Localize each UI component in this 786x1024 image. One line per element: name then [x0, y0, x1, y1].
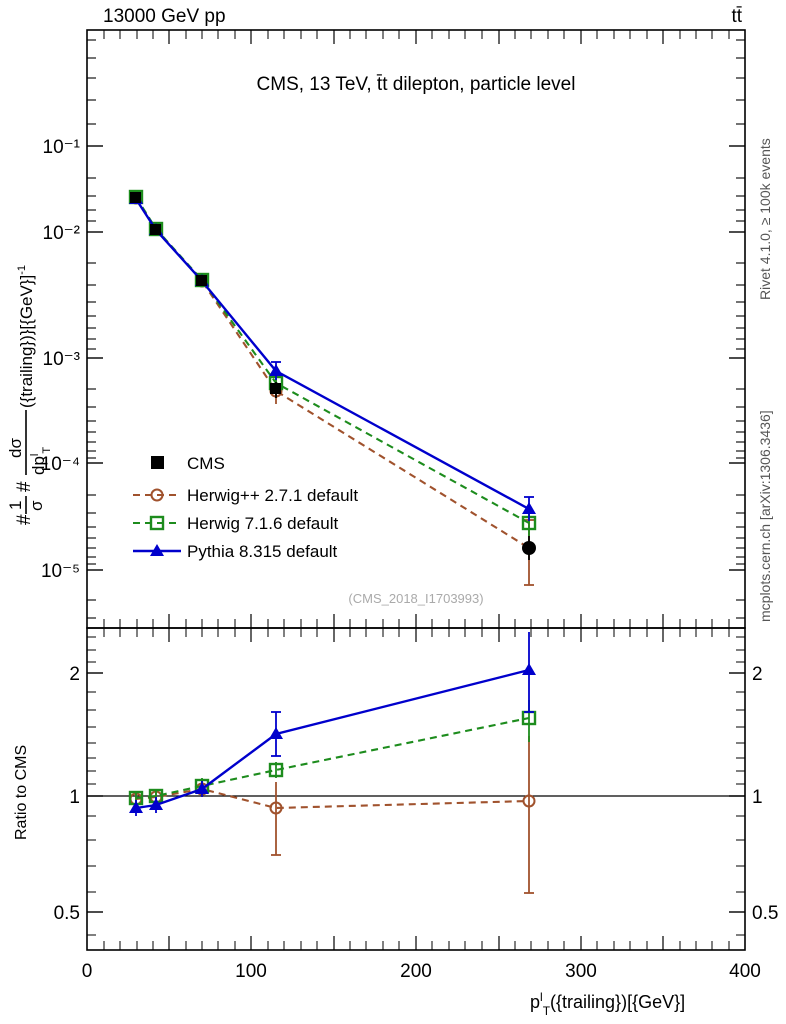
series-herwigpp-ratio [129, 736, 536, 894]
ratio-y-minor-ticks [87, 636, 745, 936]
main-y-tick-labels: 10⁻¹ 10⁻² 10⁻³ 10⁻⁴ 10⁻⁵ [41, 137, 80, 582]
legend-label-pythia: Pythia 8.315 default [187, 542, 338, 561]
x-tick-0: 0 [82, 961, 93, 982]
legend-marker-pythia [150, 544, 164, 556]
x-tick-400: 400 [729, 961, 761, 982]
ylabel-one: 1 [6, 501, 25, 510]
ratio-tick-1-right: 1 [752, 787, 763, 808]
cms-markers [130, 192, 536, 555]
legend-label-herwigpp: Herwig++ 2.7.1 default [187, 486, 358, 505]
rivet-version-label: Rivet 4.1.0, ≥ 100k events [757, 138, 773, 300]
legend-item-pythia[interactable]: Pythia 8.315 default [133, 542, 338, 561]
main-x-minor-ticks [103, 30, 730, 628]
ylabel-tail-sup: -1 [16, 265, 28, 275]
x-axis-title: plT({trailing})[{GeV}] [530, 990, 685, 1018]
ratio-tick-2-right: 2 [752, 664, 763, 685]
x-tick-100: 100 [235, 961, 267, 982]
ratio-x-minor-ticks [103, 628, 730, 950]
ratio-tick-05-left: 0.5 [54, 903, 80, 924]
main-y-minor-ticks [87, 39, 745, 619]
herwig7-line [135, 196, 530, 524]
xlabel-sup: l [540, 990, 543, 1004]
y-tick-1e-5: 10⁻⁵ [41, 561, 80, 582]
ylabel-hash2: # [14, 481, 35, 492]
series-herwig7-main [128, 189, 537, 536]
legend-item-cms[interactable]: CMS [151, 454, 225, 473]
mcplots-reference-label: mcplots.cern.ch [arXiv:1306.3436] [757, 410, 773, 622]
ylabel-tail: ({trailing})}[{GeV}] [17, 275, 36, 408]
ylabel-dp: dp [29, 456, 48, 475]
xlabel-sub: T [543, 1004, 551, 1018]
legend-label-herwig7: Herwig 7.1.6 default [187, 514, 338, 533]
ratio-axis-title: Ratio to CMS [13, 745, 30, 840]
watermark-label: (CMS_2018_I1703993) [348, 591, 483, 606]
ratio-y-tick-labels: 2 1 0.5 2 1 0.5 [54, 664, 779, 924]
xlabel-rest: ({trailing})[{GeV}] [550, 992, 685, 1012]
legend: CMS Herwig++ 2.7.1 default Herwig 7.1.6 … [133, 454, 358, 561]
ylabel-hash: # [14, 514, 35, 525]
main-y-ticks [87, 145, 745, 571]
series-pythia-ratio [129, 632, 536, 816]
svg-text:({trailing})}[{GeV}]-1: ({trailing})}[{GeV}]-1 [16, 265, 36, 408]
ratio-tick-2-left: 2 [69, 664, 80, 685]
main-x-ticks [168, 30, 664, 628]
legend-marker-herwigpp [150, 488, 164, 502]
legend-marker-herwig7 [149, 515, 165, 531]
x-tick-labels: 0 100 200 300 400 [82, 961, 761, 982]
herwig7-ratio-markers [128, 710, 537, 806]
header-left: 13000 GeV pp [103, 6, 226, 27]
y-tick-1e-2: 10⁻² [43, 223, 81, 244]
header-right: tt̄ [731, 6, 742, 27]
ylabel-dp-sup: l [29, 454, 41, 456]
herwig7-errorbars [275, 374, 530, 536]
svg-text:plT({trailing})[{GeV}]: plT({trailing})[{GeV}] [530, 990, 685, 1018]
cms-errorbars [275, 382, 530, 560]
legend-marker-cms [151, 456, 164, 469]
series-herwig7-ratio [128, 700, 537, 806]
y-tick-1e-4: 10⁻⁴ [41, 454, 80, 475]
y-tick-1e-1: 10⁻¹ [43, 137, 81, 158]
ratio-tick-05-right: 0.5 [752, 903, 778, 924]
ratio-x-ticks [168, 628, 664, 950]
xlabel-p: p [530, 992, 540, 1012]
legend-item-herwigpp[interactable]: Herwig++ 2.7.1 default [133, 486, 358, 505]
ratio-y-major-ticks [87, 672, 745, 913]
main-panel-frame [86, 29, 746, 629]
y-tick-1e-3: 10⁻³ [43, 349, 81, 370]
legend-item-herwig7[interactable]: Herwig 7.1.6 default [133, 514, 338, 533]
x-tick-300: 300 [565, 961, 597, 982]
plot-title: CMS, 13 TeV, t̄t dilepton, particle leve… [257, 74, 576, 95]
series-cms-main [130, 192, 536, 560]
ratio-tick-1-left: 1 [69, 787, 80, 808]
pythia-ratio-markers [129, 663, 536, 813]
svg-text:dplT: dplT [29, 447, 53, 475]
herwigpp-ratio-errorbars [135, 736, 534, 894]
ylabel-sigma: σ [27, 500, 46, 511]
ylabel-dsigma: dσ [6, 438, 25, 458]
legend-label-cms: CMS [187, 454, 225, 473]
ylabel-dp-sub: T [41, 447, 53, 454]
y-axis-title: # 1 σ # dσ dplT ({trailing})}[{GeV}]-1 [6, 265, 53, 525]
x-tick-200: 200 [400, 961, 432, 982]
herwigpp-ratio-markers [129, 782, 536, 815]
